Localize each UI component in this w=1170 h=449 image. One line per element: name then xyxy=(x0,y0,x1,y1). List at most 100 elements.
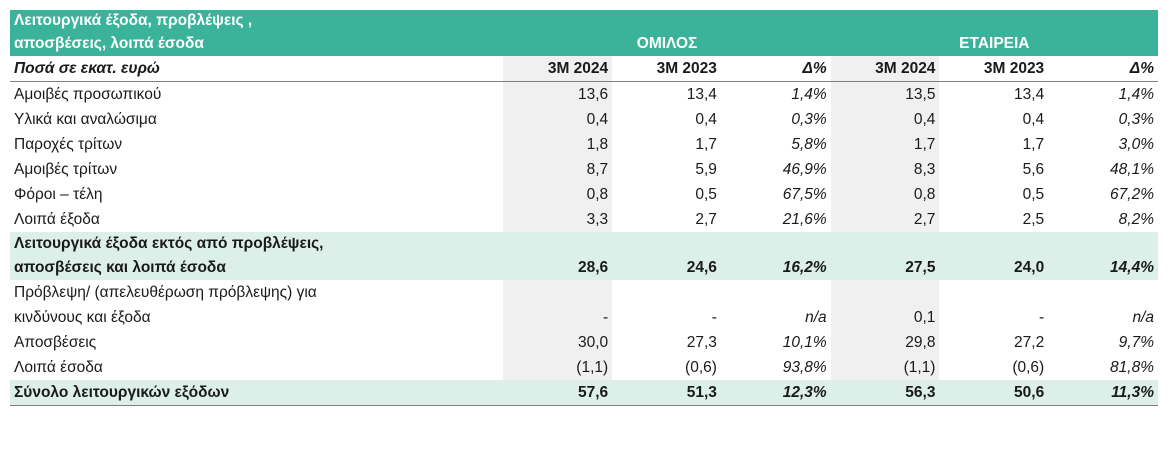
total-row: Σύνολο λειτουργικών εξόδων 57,6 51,3 12,… xyxy=(10,380,1158,406)
cell: 11,3% xyxy=(1048,380,1158,406)
cell: 51,3 xyxy=(612,380,721,406)
provision-label-line-1: Πρόβλεψη/ (απελευθέρωση πρόβλεψης) για xyxy=(14,284,317,301)
cell: 14,4% xyxy=(1048,256,1158,280)
row-label: Αποσβέσεις xyxy=(14,334,97,351)
cell: 24,6 xyxy=(612,256,721,280)
cell: (0,6) xyxy=(1012,359,1045,376)
table-row: Αμοιβές τρίτων 8,7 5,9 46,9% 8,3 5,6 48,… xyxy=(10,157,1158,182)
cell: 16,2% xyxy=(720,256,831,280)
row-label: Αμοιβές προσωπικού xyxy=(14,86,162,103)
cell: 2,5 xyxy=(1022,211,1045,228)
row-label: Λοιπά έσοδα xyxy=(14,359,103,376)
cell: 0,4 xyxy=(503,107,613,132)
column-header: 3M 2024 xyxy=(503,56,613,82)
cell: 0,1 xyxy=(830,305,940,330)
table-title-line-2: αποσβέσεις, λοιπά έσοδα xyxy=(10,32,504,56)
table-row: Λοιπά έσοδα (1,1) (0,6) 93,8% (1,1) (0,6… xyxy=(10,355,1158,380)
cell: 0,4 xyxy=(1022,111,1045,128)
cell: n/a xyxy=(805,309,827,326)
column-header: 3M 2023 xyxy=(939,56,1049,82)
cell: - xyxy=(503,305,613,330)
operating-expenses-table-container: Λειτουργικά έξοδα, προβλέψεις , αποσβέσε… xyxy=(10,10,1158,406)
table-row: Λοιπά έξοδα 3,3 2,7 21,6% 2,7 2,5 8,2% xyxy=(10,207,1158,232)
provision-label-line-2: κινδύνους και έξοδα xyxy=(14,309,151,326)
cell: - xyxy=(1039,309,1045,326)
cell: 93,8% xyxy=(782,359,827,376)
subtotal-row: αποσβέσεις και λοιπά έσοδα 28,6 24,6 16,… xyxy=(10,256,1158,280)
cell: 27,3 xyxy=(686,334,717,351)
row-label: Λοιπά έξοδα xyxy=(14,211,100,228)
cell: 13,4 xyxy=(1014,86,1045,103)
column-header: Δ% xyxy=(1048,56,1158,82)
table-title-line-1: Λειτουργικά έξοδα, προβλέψεις , xyxy=(10,10,504,32)
cell: 5,6 xyxy=(1022,161,1045,178)
provision-row: κινδύνους και έξοδα - - n/a 0,1 - n/a xyxy=(10,305,1158,330)
cell: (1,1) xyxy=(830,355,940,380)
row-label: Υλικά και αναλώσιμα xyxy=(14,111,157,128)
cell: 10,1% xyxy=(782,334,827,351)
cell: 5,8% xyxy=(791,136,827,153)
table-row: Φόροι – τέλη 0,8 0,5 67,5% 0,8 0,5 67,2% xyxy=(10,182,1158,207)
cell: 8,7 xyxy=(503,157,613,182)
cell: 0,3% xyxy=(791,111,827,128)
cell: 27,2 xyxy=(1014,334,1045,351)
cell: 3,0% xyxy=(1118,136,1154,153)
cell: 8,3 xyxy=(830,157,940,182)
row-label: Παροχές τρίτων xyxy=(14,136,123,153)
group-header-omilos: ΟΜΙΛΟΣ xyxy=(503,32,831,56)
cell: 5,9 xyxy=(695,161,717,178)
group-header-etaireia: ΕΤΑΙΡΕΙΑ xyxy=(830,32,1158,56)
cell: 3,3 xyxy=(503,207,613,232)
column-header: Δ% xyxy=(720,56,831,82)
cell: 1,4% xyxy=(791,86,827,103)
provision-row-line-1: Πρόβλεψη/ (απελευθέρωση πρόβλεψης) για xyxy=(10,280,1158,305)
operating-expenses-table: Λειτουργικά έξοδα, προβλέψεις , αποσβέσε… xyxy=(10,10,1158,406)
cell: 0,4 xyxy=(695,111,717,128)
cell: 24,0 xyxy=(939,256,1049,280)
row-label: Φόροι – τέλη xyxy=(14,186,103,203)
units-label: Ποσά σε εκατ. ευρώ xyxy=(10,56,504,82)
cell: 21,6% xyxy=(782,211,827,228)
cell: 2,7 xyxy=(830,207,940,232)
cell: 12,3% xyxy=(720,380,831,406)
cell: 81,8% xyxy=(1110,359,1154,376)
cell: 0,8 xyxy=(503,182,613,207)
cell: 48,1% xyxy=(1110,161,1154,178)
cell: 56,3 xyxy=(830,380,940,406)
cell: 57,6 xyxy=(503,380,613,406)
cell: 1,7 xyxy=(695,136,717,153)
table-row: Υλικά και αναλώσιμα 0,4 0,4 0,3% 0,4 0,4… xyxy=(10,107,1158,132)
cell: (0,6) xyxy=(685,359,717,376)
cell: 13,5 xyxy=(830,81,940,107)
cell: - xyxy=(711,309,717,326)
cell: 8,2% xyxy=(1118,211,1154,228)
cell: 1,7 xyxy=(1022,136,1045,153)
cell: 13,6 xyxy=(503,81,613,107)
cell: 67,2% xyxy=(1110,186,1154,203)
cell: 0,3% xyxy=(1118,111,1154,128)
cell: 1,7 xyxy=(830,132,940,157)
table-row: Αμοιβές προσωπικού 13,6 13,4 1,4% 13,5 1… xyxy=(10,81,1158,107)
cell: 2,7 xyxy=(695,211,717,228)
header-row-1: Λειτουργικά έξοδα, προβλέψεις , xyxy=(10,10,1158,32)
cell: 0,4 xyxy=(830,107,940,132)
cell: 1,8 xyxy=(503,132,613,157)
cell: 28,6 xyxy=(503,256,613,280)
cell: 0,5 xyxy=(1022,186,1045,203)
cell: 0,5 xyxy=(695,186,717,203)
row-label: Αμοιβές τρίτων xyxy=(14,161,118,178)
cell: n/a xyxy=(1132,309,1154,326)
cell: 30,0 xyxy=(503,330,613,355)
cell: 0,8 xyxy=(830,182,940,207)
table-row: Παροχές τρίτων 1,8 1,7 5,8% 1,7 1,7 3,0% xyxy=(10,132,1158,157)
column-header: 3M 2023 xyxy=(612,56,721,82)
cell: 9,7% xyxy=(1118,334,1154,351)
cell: 46,9% xyxy=(782,161,827,178)
subtotal-label-line-1: Λειτουργικά έξοδα εκτός από προβλέψεις, xyxy=(10,232,504,256)
subtotal-row-line-1: Λειτουργικά έξοδα εκτός από προβλέψεις, xyxy=(10,232,1158,256)
column-header-row: Ποσά σε εκατ. ευρώ 3M 2024 3M 2023 Δ% 3M… xyxy=(10,56,1158,82)
table-row: Αποσβέσεις 30,0 27,3 10,1% 29,8 27,2 9,7… xyxy=(10,330,1158,355)
cell: 1,4% xyxy=(1118,86,1154,103)
cell: 27,5 xyxy=(830,256,940,280)
cell: 67,5% xyxy=(782,186,827,203)
